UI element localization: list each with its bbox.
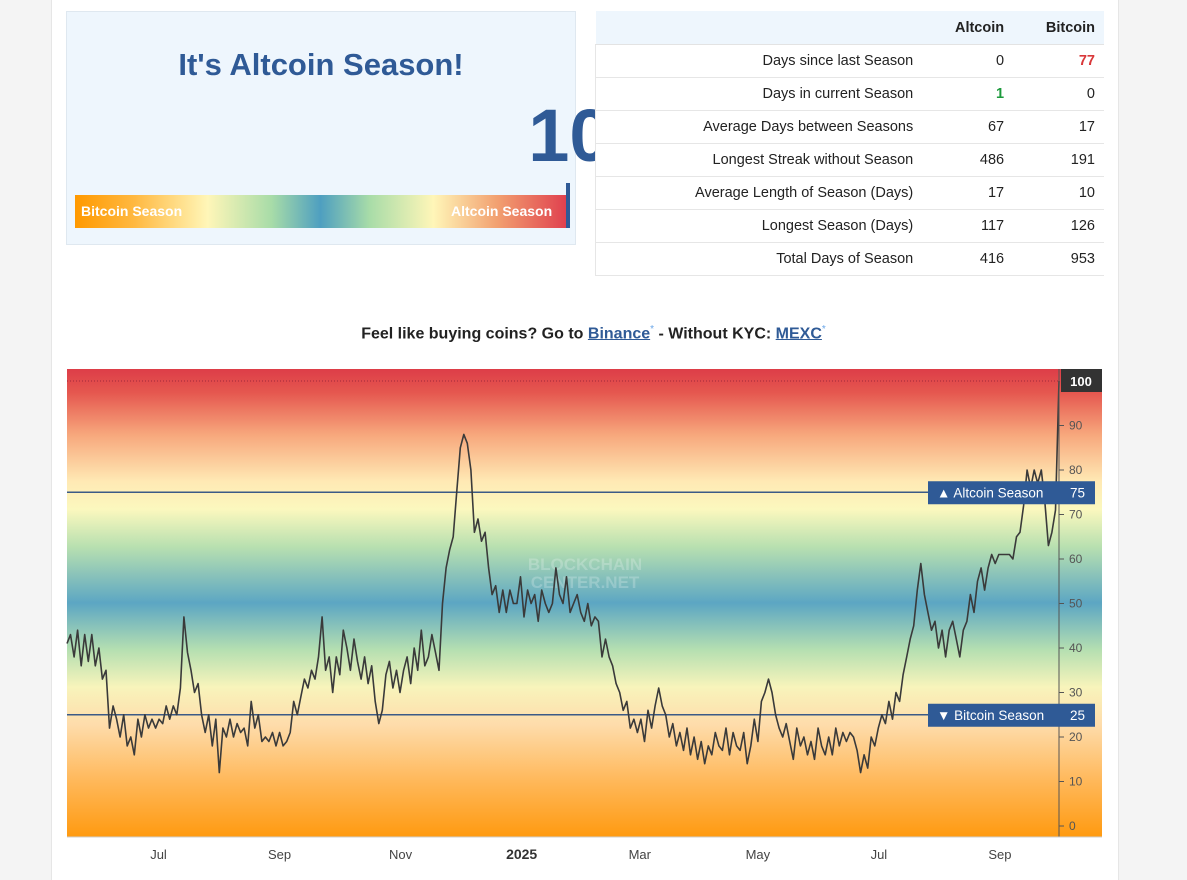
row-label: Longest Season (Days) xyxy=(595,209,914,243)
x-tick-label: Jul xyxy=(150,847,167,862)
x-tick-label: Sep xyxy=(988,847,1011,862)
altcoin-value: 486 xyxy=(913,143,1005,177)
threshold-value: 75 xyxy=(1070,485,1085,500)
table-row: Average Length of Season (Days) 17 10 xyxy=(595,176,1104,210)
altcoin-value: 416 xyxy=(913,242,1005,276)
x-tick-label: Mar xyxy=(629,847,652,862)
affiliate-star: * xyxy=(821,324,826,335)
y-tick-label: 80 xyxy=(1069,463,1083,477)
y-tick-label: 40 xyxy=(1069,641,1083,655)
watermark-text: BLOCKCHAIN xyxy=(528,555,642,574)
last-value-box xyxy=(1061,369,1102,392)
y-tick-label: 30 xyxy=(1069,686,1083,700)
x-tick-label: Nov xyxy=(389,847,413,862)
promo-middle: - Without KYC: xyxy=(654,325,776,343)
x-tick-label: 2025 xyxy=(506,846,537,862)
y-tick-label: 90 xyxy=(1069,419,1083,433)
x-tick-label: Sep xyxy=(268,847,291,862)
altcoin-value: 67 xyxy=(913,110,1005,144)
last-value-label: 100 xyxy=(1070,374,1092,389)
bitcoin-value: 77 xyxy=(1004,44,1104,78)
chart-background xyxy=(67,369,1102,837)
season-title: It's Altcoin Season! xyxy=(178,47,464,82)
gauge-marker xyxy=(566,183,570,228)
row-label: Total Days of Season xyxy=(595,242,914,276)
table-row: Total Days of Season 416 953 xyxy=(595,242,1104,276)
row-label: Days in current Season xyxy=(595,77,914,111)
bitcoin-value: 0 xyxy=(1004,77,1104,111)
mexc-link[interactable]: MEXC xyxy=(775,325,822,343)
row-label: Days since last Season xyxy=(595,44,914,78)
season-gauge-bar xyxy=(75,195,566,228)
table-row: Average Days between Seasons 67 17 xyxy=(595,110,1104,144)
x-tick-label: May xyxy=(746,847,771,862)
table-row: Longest Streak without Season 486 191 xyxy=(595,143,1104,177)
threshold-value: 25 xyxy=(1070,708,1085,723)
binance-link[interactable]: Binance xyxy=(587,325,651,343)
y-tick-label: 10 xyxy=(1069,775,1083,789)
altcoin-value: 0 xyxy=(913,44,1005,78)
stats-header-row: Altcoin Bitcoin xyxy=(595,11,1104,45)
season-stats-table: Altcoin Bitcoin Days since last Season 0… xyxy=(595,11,1104,276)
stats-header-label xyxy=(595,11,914,45)
promo-prefix: Feel like buying coins? Go to xyxy=(361,325,588,343)
gauge-label-altcoin: Altcoin Season xyxy=(451,203,553,219)
gauge-label-bitcoin: Bitcoin Season xyxy=(81,203,183,219)
altcoin-value: 117 xyxy=(913,209,1005,243)
y-tick-label: 50 xyxy=(1069,597,1083,611)
row-label: Average Days between Seasons xyxy=(595,110,914,144)
threshold-name: ▼ Bitcoin Season xyxy=(937,708,1044,723)
table-row: Longest Season (Days) 117 126 xyxy=(595,209,1104,243)
affiliate-star: * xyxy=(650,324,655,335)
series-line xyxy=(66,380,1060,774)
y-tick-label: 70 xyxy=(1069,508,1083,522)
stats-header-altcoin: Altcoin xyxy=(913,11,1005,45)
table-row: Days in current Season 1 0 xyxy=(595,77,1104,111)
bitcoin-value: 17 xyxy=(1004,110,1104,144)
bitcoin-value: 191 xyxy=(1004,143,1104,177)
y-tick-label: 0 xyxy=(1069,819,1076,833)
altcoin-value: 17 xyxy=(913,176,1005,210)
row-label: Longest Streak without Season xyxy=(595,143,914,177)
watermark-text: CENTER.NET xyxy=(531,573,640,592)
x-tick-label: Jul xyxy=(871,847,888,862)
y-tick-label: 60 xyxy=(1069,552,1083,566)
y-tick-label: 20 xyxy=(1069,730,1083,744)
row-label: Average Length of Season (Days) xyxy=(595,176,914,210)
bitcoin-value: 10 xyxy=(1004,176,1104,210)
table-row: Days since last Season 0 77 xyxy=(595,44,1104,78)
threshold-label-box xyxy=(928,703,1095,727)
threshold-name: ▲ Altcoin Season xyxy=(937,485,1043,500)
stats-header-bitcoin: Bitcoin xyxy=(1004,11,1104,45)
threshold-label-box xyxy=(928,481,1095,505)
bitcoin-value: 953 xyxy=(1004,242,1104,276)
bitcoin-value: 126 xyxy=(1004,209,1104,243)
altcoin-value: 1 xyxy=(913,77,1005,111)
promo-line: Feel like buying coins? Go to Binance* -… xyxy=(0,324,1187,343)
